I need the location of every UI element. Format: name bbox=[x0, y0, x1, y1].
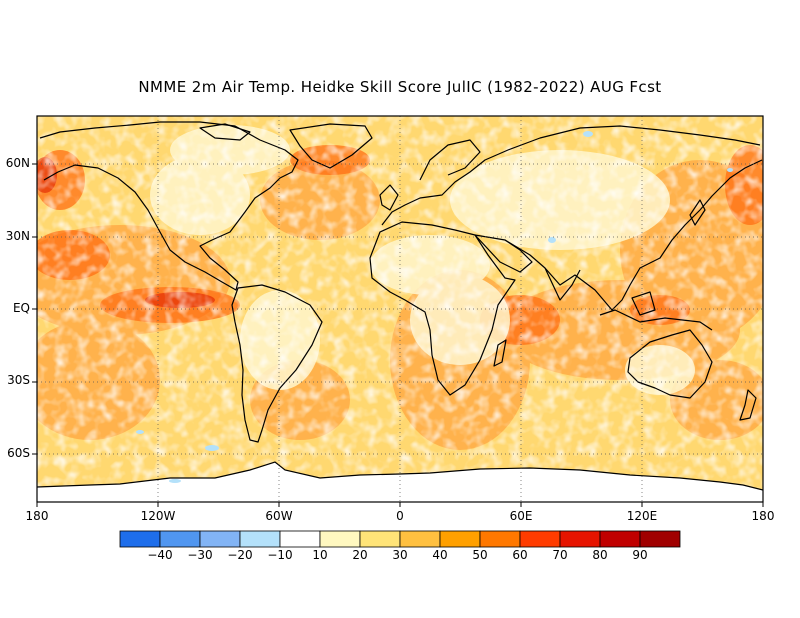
coast-arabia bbox=[474, 234, 533, 273]
colorbar-swatch bbox=[559, 530, 601, 548]
coast-south-america bbox=[231, 284, 323, 443]
colorbar-tick-label: 40 bbox=[432, 548, 448, 562]
lat-tick-label: 30N bbox=[5, 228, 30, 243]
graticule bbox=[37, 116, 763, 502]
lon-tick-label: 60E bbox=[509, 509, 533, 523]
coast-madagascar bbox=[493, 339, 507, 367]
colorbar-swatch bbox=[119, 530, 161, 548]
colorbar-tick-label: −20 bbox=[227, 548, 253, 562]
lat-tick-label: 30S bbox=[7, 373, 30, 388]
coast-india bbox=[544, 267, 581, 301]
coast-scandinavia bbox=[419, 139, 481, 181]
colorbar-swatch bbox=[599, 530, 641, 548]
negative-spots bbox=[136, 131, 733, 483]
colorbar-tick-label: 80 bbox=[592, 548, 608, 562]
coast-indonesia bbox=[599, 309, 713, 331]
colorbar-swatch bbox=[519, 530, 561, 548]
axis-ticks bbox=[32, 163, 764, 507]
lon-tick-label: 120W bbox=[140, 509, 176, 523]
coast-north-america bbox=[39, 121, 299, 291]
coast-greenland bbox=[289, 123, 373, 169]
lon-tick-label: 120E bbox=[626, 509, 658, 523]
colorbar-tick-label: −40 bbox=[147, 548, 173, 562]
lat-tick-label: 60N bbox=[5, 156, 30, 171]
coast-uk bbox=[379, 184, 399, 211]
colorbar-tick-label: −30 bbox=[187, 548, 213, 562]
colorbar-swatch bbox=[439, 530, 481, 548]
lon-tick-label: 0 bbox=[396, 509, 404, 523]
colorbar-tick-label: 50 bbox=[472, 548, 488, 562]
colorbar-tick-label: 20 bbox=[352, 548, 368, 562]
colorbar-tick-label: −10 bbox=[267, 548, 293, 562]
coast-japan bbox=[689, 199, 706, 226]
colorbar-swatch bbox=[159, 530, 201, 548]
coastlines bbox=[39, 121, 763, 443]
map-title: NMME 2m Air Temp. Heidke Skill Score Jul… bbox=[138, 78, 662, 96]
colorbar-swatch bbox=[239, 530, 281, 548]
coast-new-zealand bbox=[739, 389, 757, 421]
lat-tick-label: 60S bbox=[7, 445, 30, 460]
colorbar-swatch bbox=[359, 530, 401, 548]
lon-tick-label: 180 bbox=[25, 509, 49, 523]
lon-tick-label: 60W bbox=[265, 509, 293, 523]
colorbar-swatch bbox=[639, 530, 681, 548]
colorbar-tick-label: 10 bbox=[312, 548, 328, 562]
colorbar-swatch bbox=[279, 530, 321, 548]
coast-arctic-islands bbox=[199, 123, 251, 141]
colorbar-tick-label: 60 bbox=[512, 548, 528, 562]
colorbar-swatch bbox=[319, 530, 361, 548]
coast-europe bbox=[381, 125, 761, 226]
colorbar-tick-label: 70 bbox=[552, 548, 568, 562]
antarctica-white bbox=[37, 462, 763, 502]
colorbar-tick-label: 90 bbox=[632, 548, 648, 562]
colorbar bbox=[119, 530, 681, 548]
lat-tick-label: EQ bbox=[12, 301, 30, 315]
lon-tick-label: 180 bbox=[751, 509, 775, 523]
skill-field bbox=[37, 116, 763, 502]
colorbar-swatch bbox=[479, 530, 521, 548]
colorbar-swatch bbox=[199, 530, 241, 548]
colorbar-swatch bbox=[399, 530, 441, 548]
colorbar-tick-label: 30 bbox=[392, 548, 408, 562]
antarctica-coast bbox=[37, 461, 763, 491]
coast-africa bbox=[369, 221, 516, 396]
